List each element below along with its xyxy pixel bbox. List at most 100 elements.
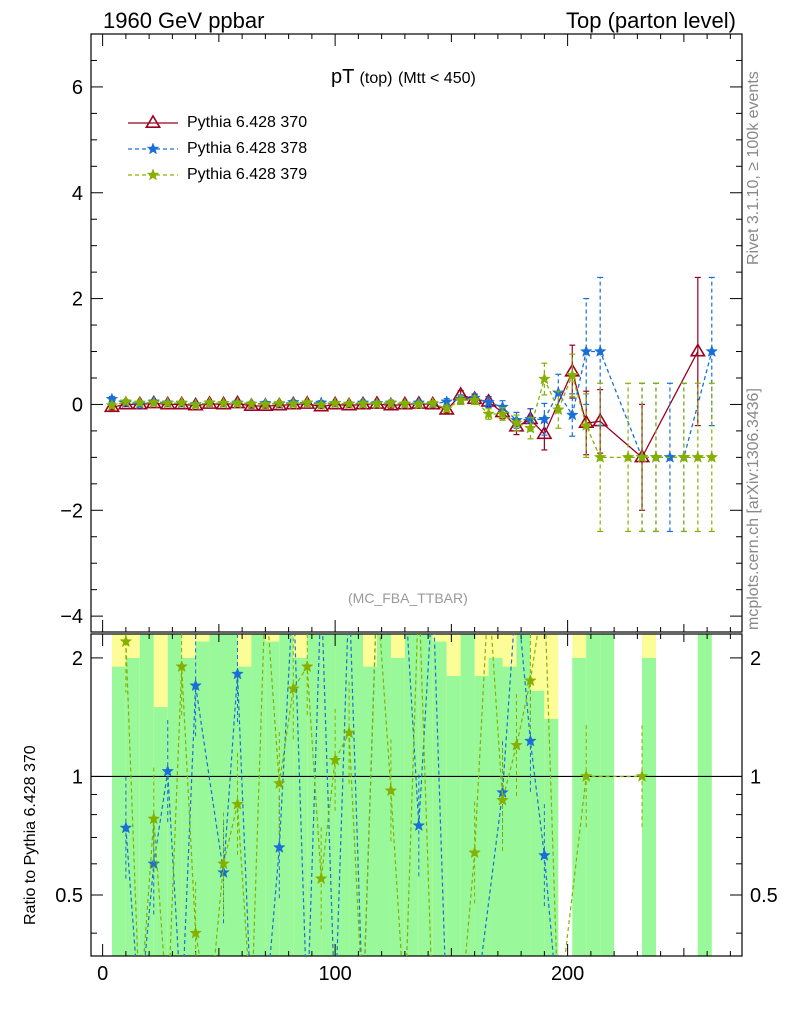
data-point [677,450,691,463]
data-point [593,344,607,357]
chart-title-main: pT [331,66,354,88]
data-point [510,416,523,429]
ratio-y-tick-label-left: 1 [72,766,83,788]
data-point [245,397,258,410]
data-point [649,450,663,463]
data-point [593,450,607,463]
data-point [440,402,454,415]
ratio-point [496,793,509,806]
data-point [119,395,133,408]
ratio-point [231,797,244,810]
ratio-band-inner [307,634,322,956]
data-point [272,396,286,409]
ratio-y-tick-label-right: 1 [750,766,761,788]
ratio-band-inner [209,634,224,956]
ratio-band-inner [642,657,656,956]
data-point [691,450,705,463]
ratio-band-inner [446,675,461,956]
ratio-band-inner [460,634,475,956]
data-point [105,398,119,411]
data-point [231,396,244,409]
x-tick-label: 200 [551,963,584,985]
data-point [286,397,300,410]
data-point [635,450,649,463]
ratio-point [314,871,328,885]
chart-title-sub1: (top) [359,70,393,87]
ratio-point [272,840,286,853]
data-point [342,397,356,410]
ratio-band-inner [502,666,517,956]
header-left: 1960 GeV ppbar [103,8,265,33]
chart-title: pT (top) (Mtt < 450) [331,66,476,89]
y-tick-label: 4 [72,183,83,205]
ratio-band-inner [516,634,531,956]
data-point [328,396,342,409]
data-point [565,408,579,421]
data-point [356,397,370,410]
ratio-band-inner [265,641,280,956]
ratio-band-inner [251,634,266,956]
legend-label-378: Pythia 6.428 378 [187,140,308,157]
data-point [468,393,481,406]
data-point [161,396,175,409]
legend-label-370: Pythia 6.428 370 [187,114,308,131]
ratio-band-inner [321,634,336,956]
ratio-point [412,819,426,832]
ratio-y-tick-label-right: 0.5 [750,885,778,907]
data-point [663,450,677,463]
data-point [482,395,495,408]
data-point [579,344,593,357]
x-tick-label: 100 [318,963,351,985]
ratio-point [579,769,593,782]
data-point [705,450,719,463]
data-point [412,397,426,410]
data-point [147,396,161,409]
ratio-band-inner [586,634,601,956]
data-point [705,344,719,357]
data-point [551,402,565,416]
chart-title-sub2: (Mtt < 450) [398,70,476,87]
ratio-point [175,660,189,673]
ratio-band-inner [237,666,252,956]
ratio-band-inner [195,641,210,956]
data-point [426,396,440,409]
data-point [300,396,314,409]
data-point [189,398,202,411]
ratio-point [468,846,481,859]
ratio-point [217,857,230,870]
ratio-y-tick-label-left: 2 [72,648,83,670]
analysis-watermark: (MC_FBA_TTBAR) [348,590,468,606]
ratio-band-inner [697,634,712,956]
data-point [217,396,230,409]
data-point [175,396,189,409]
legend-marker-2 [146,168,160,181]
ratio-point [119,821,133,834]
data-point [538,372,551,385]
ratio-point [119,634,133,648]
ratio-series-line-0 [125,634,554,956]
ratio-frame [90,633,743,957]
main-frame [90,33,743,633]
ratio-point [524,734,537,747]
ratio-point [189,926,202,939]
data-point [565,368,579,381]
y-tick-label: −4 [60,606,83,628]
legend-marker-1 [146,142,160,155]
ratio-band-inner [111,666,126,956]
ratio-band-inner [488,657,503,956]
ratio-band-inner [139,634,154,956]
data-point [482,407,495,420]
ratio-band-inner [530,690,545,956]
rivet-version-label: Rivet 3.1.10, ≥ 100k events [745,71,762,265]
ratio-point [342,726,356,739]
data-point [454,393,468,406]
x-tick-label: 0 [97,963,108,985]
y-tick-label: 0 [72,394,83,416]
ratio-point [286,681,300,695]
y-tick-label: −2 [60,500,83,522]
ratio-band-inner [223,634,238,956]
ratio-band-inner [572,657,587,956]
ratio-axis-label: Ratio to Pythia 6.428 370 [22,745,39,925]
ratio-point [147,812,161,825]
